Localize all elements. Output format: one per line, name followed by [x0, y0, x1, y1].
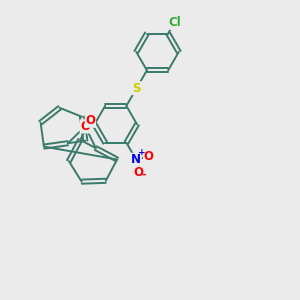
Text: N: N	[131, 153, 141, 166]
Text: +: +	[138, 148, 146, 157]
Text: O: O	[80, 120, 90, 133]
Text: S: S	[132, 82, 141, 94]
Text: O: O	[144, 150, 154, 163]
Text: -: -	[142, 169, 146, 180]
Text: O: O	[85, 114, 95, 127]
Text: Cl: Cl	[168, 16, 181, 29]
Text: O: O	[133, 166, 143, 179]
